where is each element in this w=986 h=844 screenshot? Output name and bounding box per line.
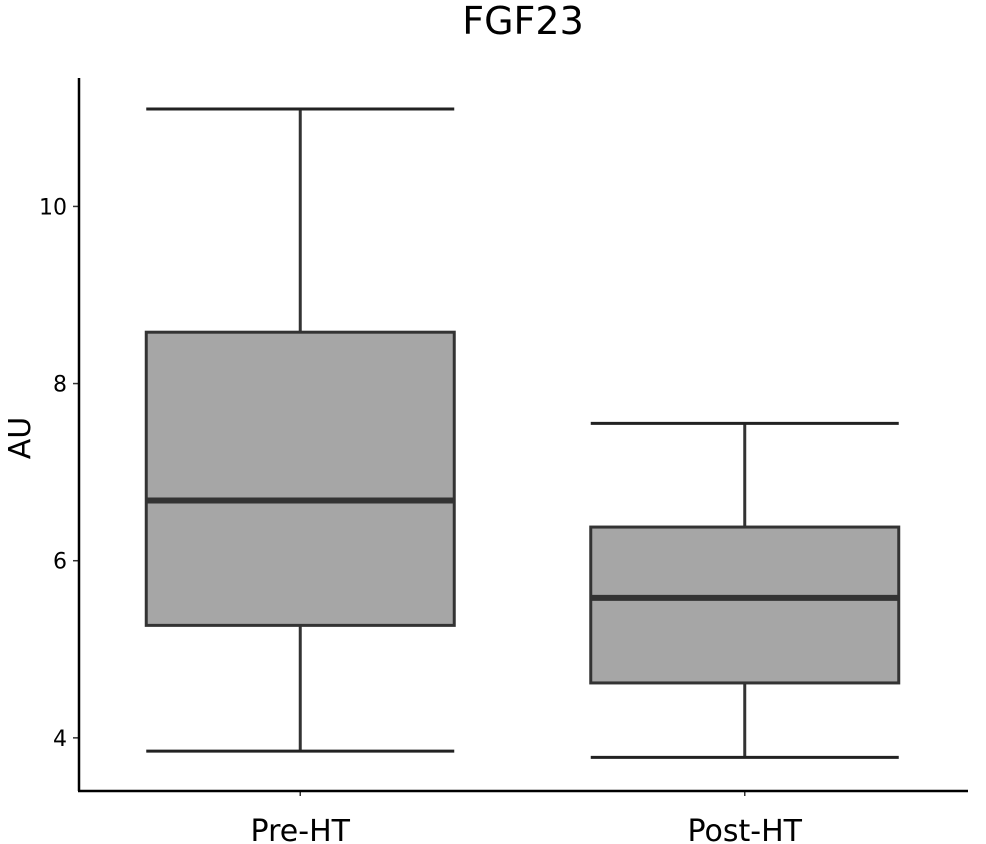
box-post-ht bbox=[589, 421, 901, 759]
iqr-box bbox=[589, 525, 901, 685]
y-axis-ticks: 4 6 8 10 bbox=[39, 195, 79, 752]
x-tick-label: Post-HT bbox=[688, 814, 803, 844]
y-tick-label: 10 bbox=[39, 195, 67, 220]
iqr-box bbox=[144, 330, 456, 627]
x-tick-label: Pre-HT bbox=[251, 814, 351, 844]
y-tick-label: 6 bbox=[53, 550, 67, 575]
chart-title: FGF23 bbox=[462, 0, 584, 43]
x-axis-ticks: Pre-HT Post-HT bbox=[251, 791, 803, 844]
boxes-group bbox=[144, 107, 901, 759]
y-tick-label: 4 bbox=[53, 727, 67, 752]
y-axis-label: AU bbox=[3, 417, 38, 459]
y-tick-label: 8 bbox=[53, 373, 67, 398]
box-pre-ht bbox=[144, 107, 456, 753]
